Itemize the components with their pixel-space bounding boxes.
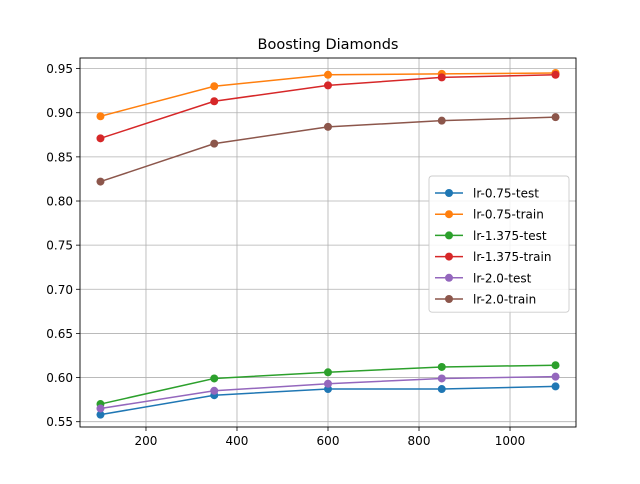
y-tick-label: 0.60 xyxy=(46,371,73,385)
data-point xyxy=(324,81,332,90)
y-tick-label: 0.75 xyxy=(46,239,73,253)
legend-swatch-marker xyxy=(445,210,453,219)
x-tick-label: 800 xyxy=(408,434,431,448)
legend-swatch-marker xyxy=(445,273,453,282)
data-point xyxy=(96,404,105,413)
legend-label: lr-1.375-test xyxy=(473,229,547,243)
data-point xyxy=(96,112,105,121)
data-point xyxy=(96,134,105,143)
y-tick-label: 0.55 xyxy=(46,415,73,429)
data-point xyxy=(210,386,219,395)
data-point xyxy=(210,97,219,106)
data-point xyxy=(437,362,446,371)
data-point xyxy=(551,361,560,370)
data-point xyxy=(437,385,446,394)
data-point xyxy=(96,410,105,419)
legend-label: lr-0.75-train xyxy=(473,208,544,222)
legend-swatch-marker xyxy=(445,231,453,240)
y-tick-label: 0.95 xyxy=(46,62,73,76)
axes: 200 400 600 800 1000 0.55 0.60 0.65 0.70 0.75 0.80… xyxy=(46,62,525,448)
y-tick-label: 0.90 xyxy=(46,106,73,120)
legend-box xyxy=(428,175,570,313)
y-tick-label: 0.80 xyxy=(46,195,73,209)
data-point xyxy=(437,374,446,383)
legend: lr-0.75-test lr-0.75-train lr-1.375-test lr… xyxy=(428,175,570,313)
data-point xyxy=(551,372,560,381)
data-point xyxy=(437,116,446,125)
legend-label: lr-2.0-train xyxy=(473,293,536,307)
chart-title: Boosting Diamonds xyxy=(258,37,399,53)
data-point xyxy=(210,139,219,148)
data-point xyxy=(96,177,105,186)
data-point xyxy=(551,382,560,391)
series-lr-1.375-train xyxy=(96,70,560,143)
legend-item: lr-0.75-train xyxy=(435,208,544,222)
y-tick-label: 0.65 xyxy=(46,327,73,341)
legend-item: lr-2.0-test xyxy=(435,271,532,285)
legend-label: lr-2.0-test xyxy=(473,271,532,285)
data-point xyxy=(551,113,560,122)
x-tick-label: 1000 xyxy=(495,434,526,448)
legend-item: lr-0.75-test xyxy=(435,187,539,201)
data-point xyxy=(437,73,446,82)
legend-item: lr-2.0-train xyxy=(435,293,536,307)
legend-label: lr-1.375-train xyxy=(473,250,551,264)
x-tick-label: 200 xyxy=(135,434,158,448)
data-point xyxy=(324,379,332,388)
legend-item: lr-1.375-test xyxy=(435,229,547,243)
legend-swatch-marker xyxy=(445,252,453,261)
data-point xyxy=(551,70,560,79)
data-point xyxy=(210,374,219,383)
series-lr-2.0-train xyxy=(96,113,560,186)
data-point xyxy=(324,122,332,131)
legend-item: lr-1.375-train xyxy=(435,250,551,264)
data-point xyxy=(324,368,332,377)
legend-label: lr-0.75-test xyxy=(473,187,539,201)
legend-swatch-marker xyxy=(445,295,453,303)
legend-swatch-marker xyxy=(445,189,453,197)
data-point xyxy=(324,70,332,79)
y-tick-label: 0.85 xyxy=(46,150,73,164)
y-tick-label: 0.70 xyxy=(46,283,73,297)
x-tick-label: 400 xyxy=(226,434,249,448)
x-tick-label: 600 xyxy=(317,434,340,448)
series-layer xyxy=(96,69,560,419)
data-point xyxy=(210,82,219,91)
series-lr-2.0-test xyxy=(96,372,560,413)
